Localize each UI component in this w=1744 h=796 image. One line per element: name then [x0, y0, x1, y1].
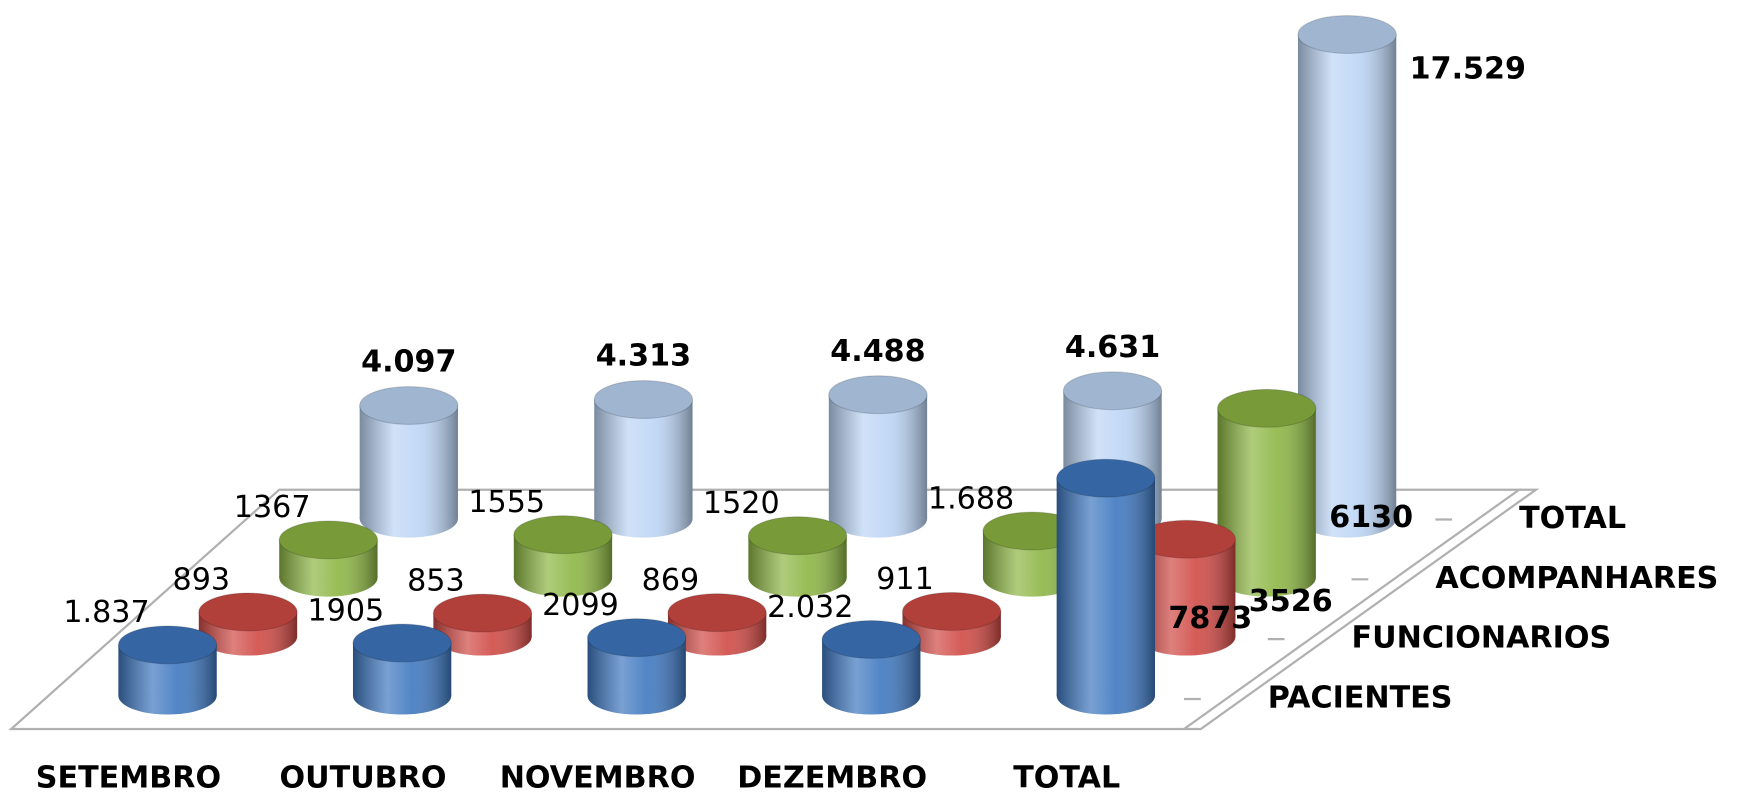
- data-label: 7873: [1168, 601, 1252, 636]
- data-label: 1.688: [928, 481, 1014, 516]
- cylinder-top: [1297, 15, 1397, 54]
- plot: 4.097 4.313 4.488 4.631 17.529 1367 1555 1520 1.…: [8, 15, 1718, 796]
- cylinder-top-shade: [1217, 389, 1316, 428]
- cylinder-top-shade: [822, 620, 921, 659]
- cylinder-top: [198, 592, 298, 632]
- cylinder-body-shade: [594, 399, 693, 519]
- cylinder-top: [1062, 371, 1163, 411]
- cylinder: [278, 520, 379, 597]
- data-label: 4.313: [596, 339, 691, 374]
- cylinder: [586, 618, 687, 715]
- data-label: 2099: [542, 588, 619, 623]
- cylinder-top: [828, 375, 928, 415]
- cylinder-top: [278, 520, 379, 560]
- cylinder: [513, 515, 613, 597]
- legend-label: PACIENTES: [1268, 680, 1453, 715]
- cylinder: [747, 516, 848, 597]
- cylinder: [667, 593, 767, 656]
- data-label: 4.488: [830, 334, 925, 369]
- cylinder-top-shade: [1063, 371, 1162, 410]
- cylinder-top: [747, 516, 848, 556]
- data-label: 2.032: [767, 590, 853, 625]
- cylinder-top-shade: [1297, 15, 1397, 54]
- data-label: 1905: [308, 593, 385, 628]
- data-label: 4.097: [361, 345, 456, 380]
- data-label: 6130: [1329, 500, 1413, 535]
- cylinder-top: [352, 623, 452, 663]
- cylinder-top-shade: [279, 520, 378, 559]
- legend-label: TOTAL: [1519, 501, 1626, 536]
- cylinder-top: [901, 591, 1002, 631]
- legend-label: FUNCIONARIOS: [1352, 621, 1612, 656]
- cylinder-top-shade: [1056, 459, 1155, 498]
- x-tick-label: OUTUBRO: [280, 761, 447, 796]
- data-label: 3526: [1249, 584, 1333, 619]
- cylinder-top-shade: [667, 593, 767, 632]
- cylinder-top-shade: [1137, 520, 1236, 559]
- cylinder: [828, 375, 928, 538]
- cylinder-top: [1056, 458, 1156, 498]
- data-label: 1555: [468, 485, 545, 520]
- cylinder: [117, 625, 218, 715]
- data-label: 853: [407, 563, 465, 598]
- cylinder-top-shade: [594, 380, 693, 419]
- data-label: 1520: [703, 486, 780, 521]
- cylinder: [821, 620, 921, 715]
- cylinder-top-shade: [513, 515, 613, 554]
- data-label: 893: [173, 562, 231, 597]
- data-label: 1.837: [63, 595, 149, 630]
- cylinder-top: [117, 625, 218, 665]
- cylinder-top-shade: [828, 375, 928, 414]
- cylinder: [593, 380, 694, 538]
- data-label: 1367: [234, 490, 311, 525]
- cylinder: [352, 623, 452, 715]
- cylinder-body-shade: [1056, 478, 1155, 696]
- cylinder: [198, 592, 298, 656]
- cylinder-top-shade: [198, 593, 298, 631]
- x-tick-label: DEZEMBRO: [737, 761, 927, 796]
- cylinder-top: [821, 620, 921, 659]
- floor-edge: [1184, 488, 1540, 731]
- cylinder-body-shade: [828, 394, 928, 519]
- data-label: 911: [876, 562, 934, 597]
- data-label: 869: [642, 563, 700, 598]
- cylinder-top: [1216, 388, 1317, 428]
- legend-label: ACOMPANHARES: [1435, 561, 1718, 596]
- cylinder: [432, 593, 533, 656]
- cylinder-top-shade: [352, 624, 452, 662]
- cylinder-top-shade: [118, 625, 217, 664]
- data-label: 17.529: [1410, 52, 1526, 87]
- cylinder: [1056, 458, 1156, 715]
- x-tick-label: NOVEMBRO: [500, 761, 696, 796]
- cylinder-top-shade: [359, 386, 458, 425]
- cylinder-top-shade: [433, 594, 532, 632]
- cylinder-top-shade: [748, 516, 847, 555]
- cylinder-top: [359, 386, 459, 425]
- cylinder-top: [667, 593, 767, 633]
- cylinder-top-shade: [587, 618, 686, 657]
- x-tick-label: TOTAL: [1013, 761, 1120, 796]
- cylinder-top: [586, 618, 687, 658]
- data-label: 4.631: [1065, 330, 1160, 365]
- x-tick-label: SETEMBRO: [36, 761, 221, 796]
- cylinder-top: [593, 380, 694, 420]
- cylinder: [901, 591, 1002, 656]
- cylinder-top: [432, 593, 533, 633]
- cylinder-top-shade: [902, 592, 1001, 631]
- cylinder-top: [513, 515, 613, 555]
- cylinder: [359, 386, 459, 538]
